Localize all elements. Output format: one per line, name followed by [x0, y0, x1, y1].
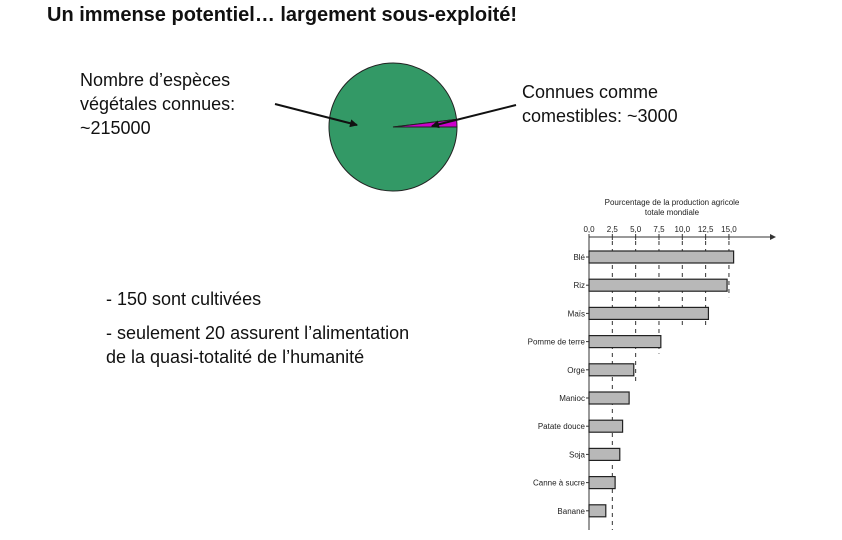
- bar-8: [588, 447, 621, 461]
- arrow-left: [274, 103, 358, 128]
- x-tick-label: 10,0: [675, 225, 691, 234]
- pie-label-edible-species: Connues comme comestibles: ~3000: [522, 80, 678, 128]
- arrow-right: [431, 104, 517, 129]
- category-label: Maïs: [568, 309, 585, 318]
- x-tick-label: 12,5: [698, 225, 714, 234]
- bar-5: [588, 363, 635, 377]
- bar-chart: Pourcentage de la production agricole to…: [528, 198, 776, 530]
- category-label: Banane: [557, 507, 585, 516]
- pie-label-line: comestibles: ~3000: [522, 106, 678, 126]
- bar-2: [588, 278, 728, 292]
- category-label: Soja: [569, 450, 586, 459]
- bullet-twenty-species: - seulement 20 assurent l’alimentation: [106, 323, 410, 343]
- bar-7: [588, 419, 624, 433]
- category-label: Manioc: [559, 394, 585, 403]
- bullet-list: - 150 sont cultivées - seulement 20 assu…: [106, 287, 409, 369]
- pie-label-known-species: Nombre d’espèces végétales connues: ~215…: [80, 68, 235, 140]
- x-tick-label: 5,0: [630, 225, 642, 234]
- bar-4: [588, 335, 662, 349]
- category-label: Orge: [567, 366, 585, 375]
- x-tick-label: 15,0: [721, 225, 737, 234]
- bullet-twenty-species-cont: de la quasi-totalité de l’humanité: [106, 347, 365, 367]
- bar-1: [588, 250, 735, 264]
- x-axis-arrow-icon: [770, 234, 776, 240]
- bar-3: [588, 306, 710, 320]
- pie-chart: [328, 62, 458, 192]
- bar-9: [588, 476, 616, 490]
- category-label: Patate douce: [538, 422, 586, 431]
- category-label: Blé: [573, 253, 585, 262]
- pie-label-line: végétales connues:: [80, 94, 236, 114]
- bullet-cultivated: - 150 sont cultivées: [106, 289, 262, 309]
- x-tick-label: 7,5: [653, 225, 665, 234]
- page-title: Un immense potentiel… largement sous-exp…: [47, 4, 518, 26]
- bar-6: [588, 391, 630, 405]
- pie-label-line: ~215000: [80, 118, 151, 138]
- category-label: Pomme de terre: [528, 338, 586, 347]
- pie-label-line: Nombre d’espèces: [80, 70, 231, 90]
- category-label: Canne à sucre: [533, 479, 586, 488]
- bar-chart-title-line2: totale mondiale: [645, 208, 700, 217]
- pie-label-line: Connues comme: [522, 82, 659, 102]
- category-label: Riz: [573, 281, 585, 290]
- bar-10: [588, 504, 607, 518]
- bar-chart-title-line1: Pourcentage de la production agricole: [605, 198, 740, 207]
- x-tick-label: 0,0: [583, 225, 595, 234]
- x-tick-label: 2,5: [607, 225, 619, 234]
